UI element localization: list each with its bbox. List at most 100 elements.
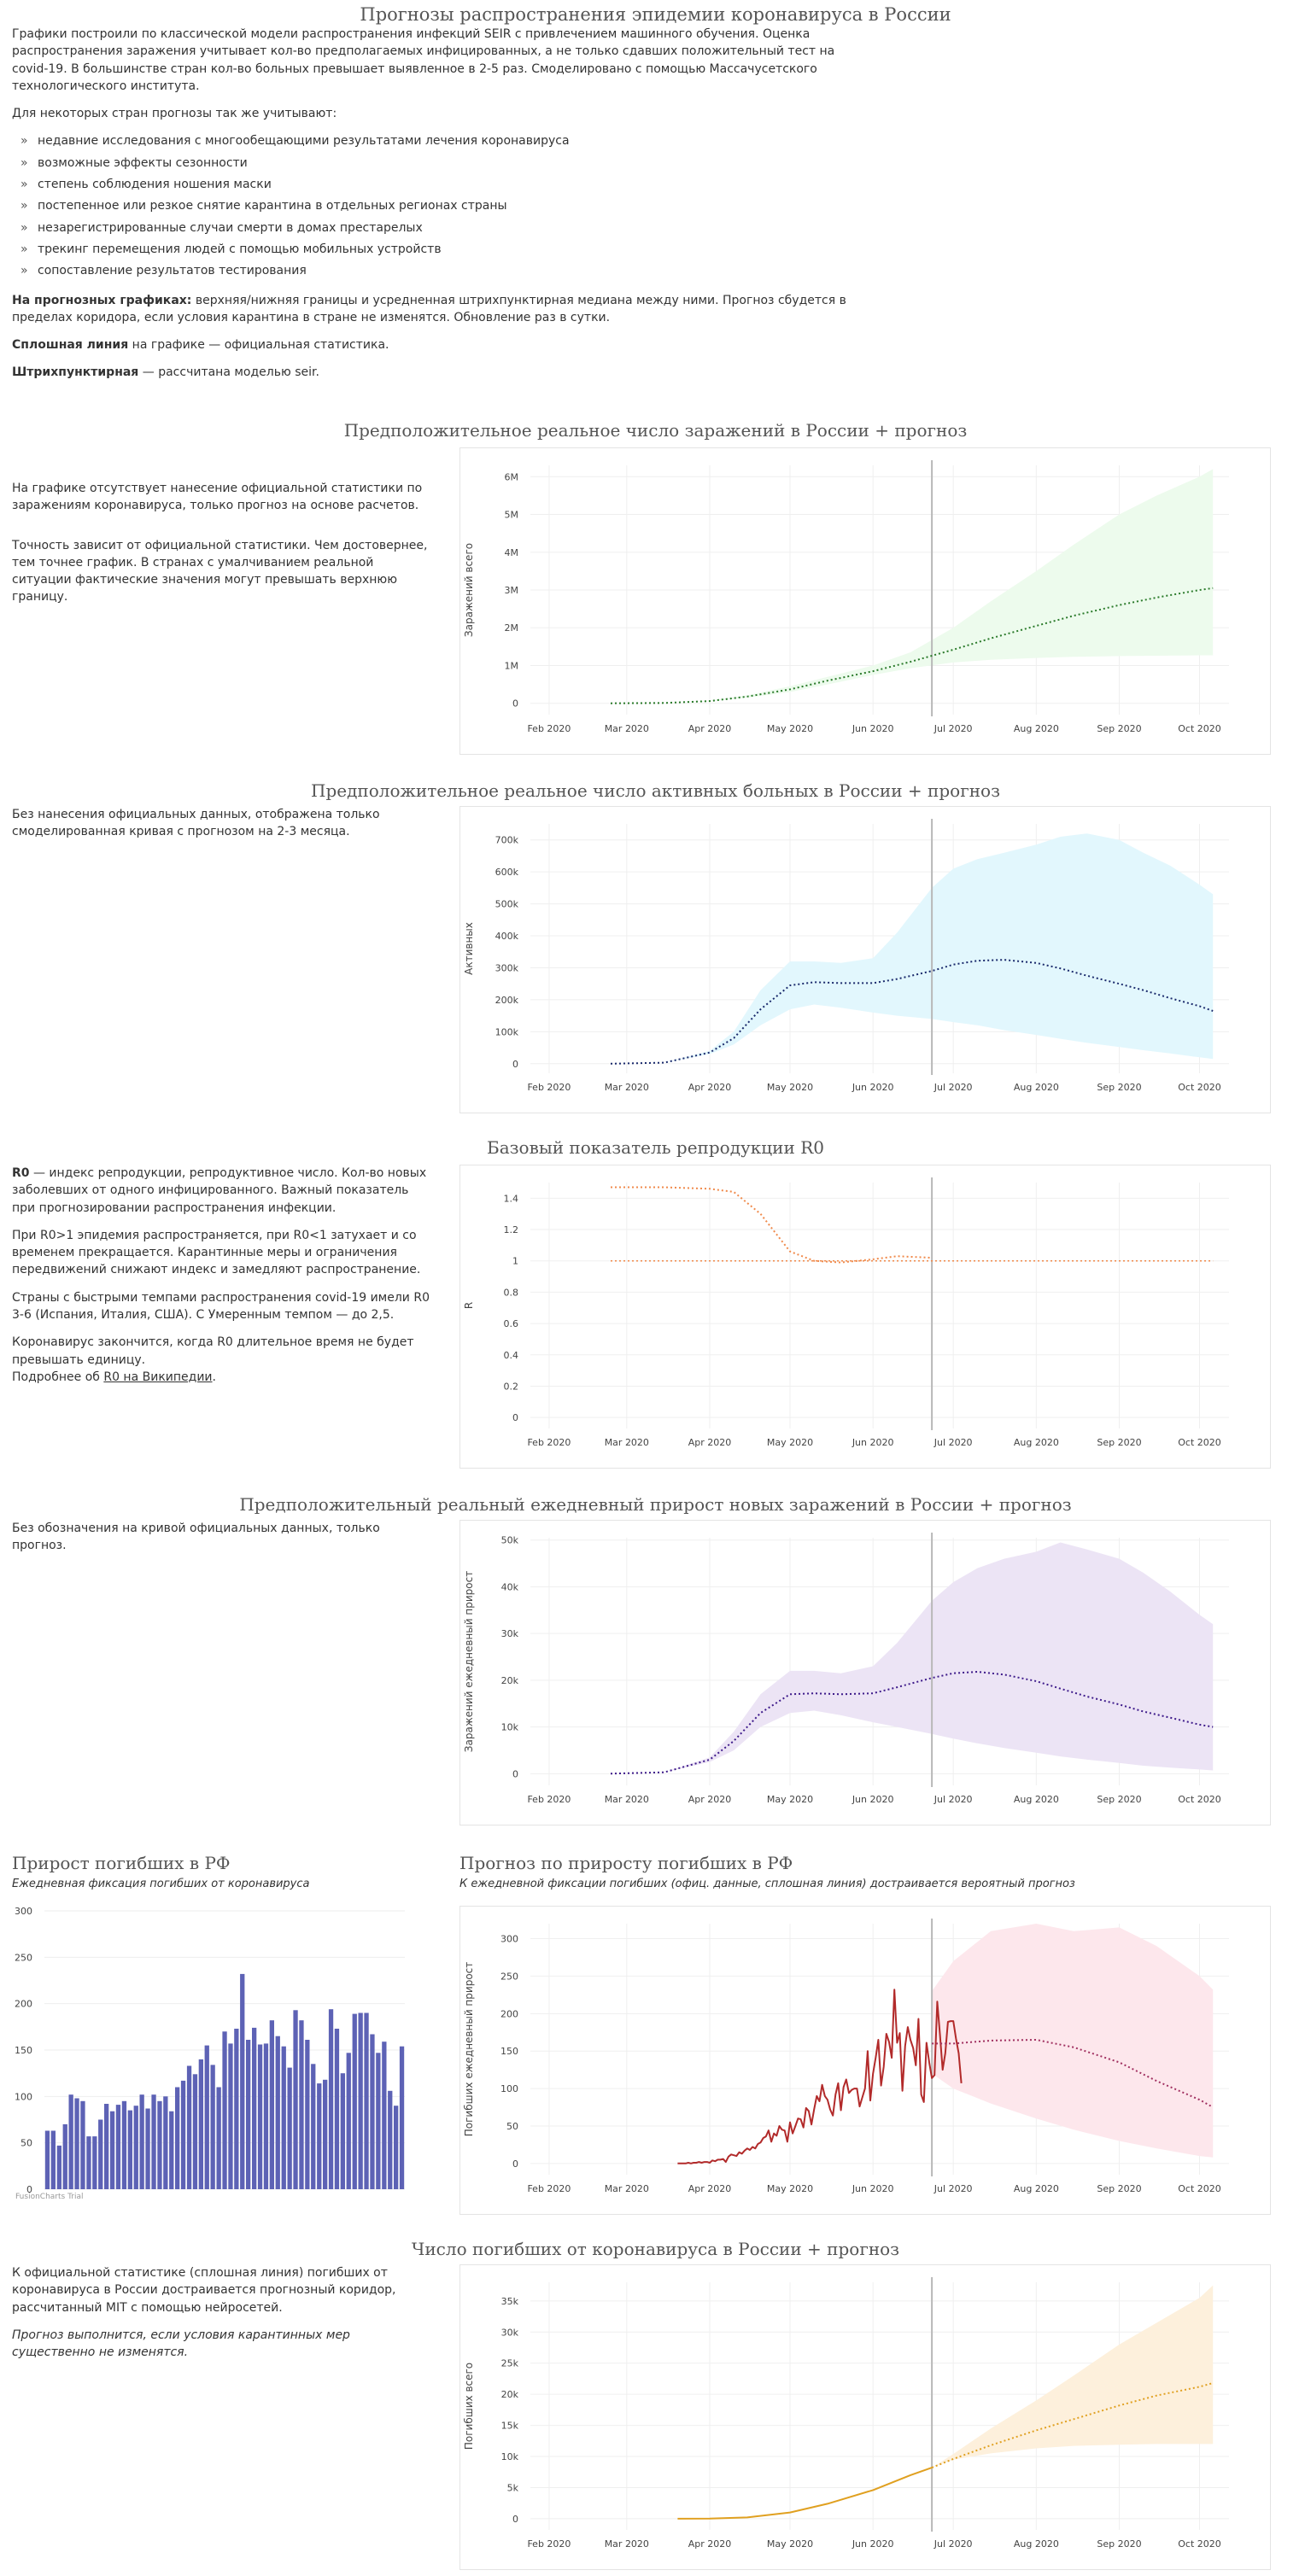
y-tick-label: 0.6 <box>504 1318 519 1329</box>
bar <box>323 2079 328 2189</box>
infected-chart-svg: Feb 2020 Mar 2020 Apr 2020 May 2020 Jun 2020… <box>463 460 1229 734</box>
y-tick-label: 150 <box>15 2045 32 2056</box>
note-forecast-text: верхняя/нижняя границы и усредненная штр… <box>12 293 846 324</box>
y-tick-label: 500k <box>495 899 519 910</box>
factor-item: сопоставление результатов тестирования <box>38 262 866 279</box>
x-tick-label: May 2020 <box>767 723 813 734</box>
bar <box>275 2036 280 2189</box>
bar <box>139 2094 144 2189</box>
deaths-forecast-subtitle: К ежедневной фиксации погибших (офиц. да… <box>459 1878 1075 1890</box>
deaths-total-text-1: К официальной статистике (сплошная линия… <box>12 2266 396 2315</box>
y-axis-label: R <box>463 1302 475 1309</box>
bar <box>376 2053 381 2189</box>
y-tick-label: 600k <box>495 867 519 878</box>
r0-more-prefix: Подробнее об <box>12 1370 104 1384</box>
x-tick-label: Jul 2020 <box>934 2538 973 2550</box>
r0-text-4: Коронавирус закончится, когда R0 длитель… <box>12 1335 414 1367</box>
y-tick-label: 5k <box>507 2482 519 2493</box>
active-description: Без нанесения официальных данных, отобра… <box>12 806 435 851</box>
y-tick-label: 300 <box>15 1906 32 1917</box>
y-tick-label: 250 <box>500 1971 518 1982</box>
r0-line <box>611 1186 933 1264</box>
bar <box>109 2111 115 2189</box>
deaths-growth-subtitle: Ежедневная фиксация погибших от коронави… <box>12 1878 310 1890</box>
bar <box>104 2104 109 2189</box>
x-tick-label: Jul 2020 <box>934 723 973 734</box>
x-tick-label: May 2020 <box>767 2183 813 2194</box>
official-deaths-line <box>677 2467 933 2520</box>
x-tick-label: Feb 2020 <box>527 1082 571 1093</box>
bar <box>74 2098 79 2189</box>
y-tick-label: 0.2 <box>504 1381 519 1392</box>
deaths-bar-chart: 0 50 100 150 200 250 300 FusionCharts Trial <box>9 1897 410 2205</box>
median-forecast-line <box>610 959 1214 1065</box>
note-solid-bold: Сплошная линия <box>12 338 129 353</box>
infected-text-1: На графике отсутствует нанесение официал… <box>12 482 423 513</box>
forecast-band <box>932 2285 1214 2468</box>
y-tick-label: 0 <box>512 1059 518 1070</box>
bar <box>115 2105 121 2189</box>
factor-item: степень соблюдения ношения маски <box>38 176 866 193</box>
official-deaths-line <box>677 1989 963 2164</box>
y-tick-label: 300 <box>500 1934 518 1945</box>
y-tick-label: 0 <box>26 2184 32 2195</box>
bar <box>234 2029 239 2189</box>
r0-text-1-rest: — индекс репродукции, репродуктивное чис… <box>12 1166 427 1215</box>
x-tick-label: Sep 2020 <box>1097 2538 1141 2550</box>
r0-chart: Feb 2020 Mar 2020 Apr 2020 May 2020 Jun 2020… <box>459 1165 1271 1469</box>
deaths-total-description: К официальной статистике (сплошная линия… <box>12 2264 435 2371</box>
y-tick-label: 50 <box>20 2138 32 2149</box>
bar <box>163 2096 168 2189</box>
x-tick-label: May 2020 <box>767 1437 813 1448</box>
median-forecast-line <box>610 1671 1214 1775</box>
x-tick-label: May 2020 <box>767 1082 813 1093</box>
bar <box>246 2040 251 2189</box>
y-tick-label: 4M <box>505 547 519 558</box>
bar <box>352 2013 357 2189</box>
y-tick-label: 6M <box>505 471 519 482</box>
y-axis-label: Заражений ежедневный прирост <box>463 1571 475 1752</box>
y-tick-label: 150 <box>500 2046 518 2057</box>
y-tick-label: 20k <box>501 2389 519 2400</box>
x-tick-label: Jun 2020 <box>852 1794 894 1805</box>
forecast-band <box>611 1542 1214 1774</box>
y-tick-label: 1 <box>512 1256 518 1267</box>
y-tick-label: 10k <box>501 2451 519 2462</box>
bar <box>151 2094 156 2189</box>
bar <box>240 1973 245 2189</box>
r0-more-suffix: . <box>212 1370 216 1384</box>
x-tick-label: Aug 2020 <box>1014 1794 1059 1805</box>
y-tick-label: 300k <box>495 962 519 973</box>
bar <box>311 2064 316 2189</box>
bar <box>186 2065 192 2189</box>
bar <box>228 2043 233 2189</box>
y-tick-label: 3M <box>505 585 519 596</box>
bar <box>346 2053 351 2189</box>
y-tick-label: 50 <box>506 2121 518 2132</box>
bar <box>44 2130 50 2189</box>
bar <box>121 2100 127 2189</box>
x-tick-label: Sep 2020 <box>1097 1437 1141 1448</box>
bar <box>157 2100 162 2189</box>
y-axis-label: Погибших ежедневный прирост <box>463 1962 475 2136</box>
x-tick-label: Oct 2020 <box>1178 2183 1221 2194</box>
x-tick-label: Jun 2020 <box>852 723 894 734</box>
y-tick-label: 200 <box>15 1999 32 2010</box>
bar <box>210 2065 215 2189</box>
bar <box>133 2106 138 2189</box>
y-tick-label: 100 <box>500 2083 518 2094</box>
note-dashed-bold: Штрихпунктирная <box>12 365 139 380</box>
deaths-total-chart-svg: Feb 2020 Mar 2020 Apr 2020 May 2020 Jun 2020… <box>463 2277 1229 2550</box>
daily-chart-svg: Feb 2020 Mar 2020 Apr 2020 May 2020 Jun 2020… <box>463 1533 1229 1805</box>
bar <box>263 2043 269 2189</box>
bar <box>394 2106 399 2189</box>
y-tick-label: 0 <box>512 1768 518 1779</box>
y-tick-label: 250 <box>15 1952 32 1963</box>
factor-item: трекинг перемещения людей с помощью моби… <box>38 241 866 258</box>
bar <box>364 2012 369 2189</box>
r0-wikipedia-link[interactable]: R0 на Википедии <box>103 1370 213 1384</box>
x-tick-label: Mar 2020 <box>605 1082 649 1093</box>
x-tick-label: Jul 2020 <box>934 1437 973 1448</box>
bar <box>328 2009 334 2189</box>
y-tick-label: 200k <box>495 995 519 1006</box>
